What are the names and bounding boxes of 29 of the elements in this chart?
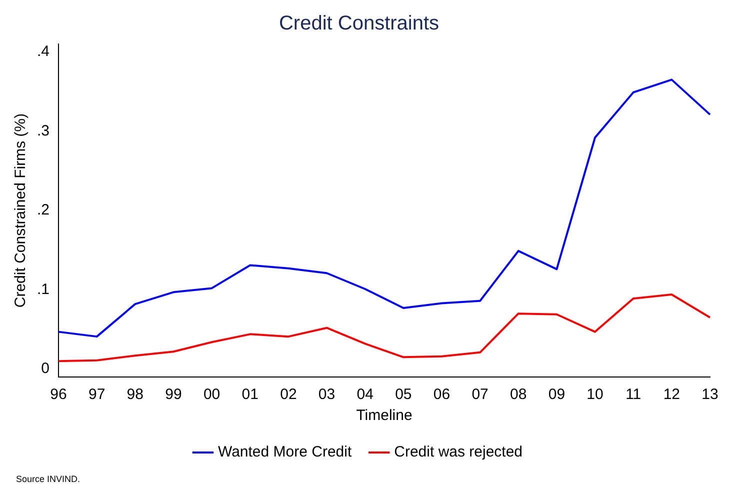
source-note: Source INVIND. [16, 474, 82, 484]
y-tick-label: .4 [36, 43, 50, 60]
y-tick-label: .3 [36, 122, 50, 140]
x-tick-label: 99 [165, 386, 182, 404]
x-tick-label: 11 [626, 386, 642, 404]
x-tick-label: 97 [88, 386, 106, 404]
x-tick-label: 04 [356, 386, 374, 404]
x-tick-label: 09 [548, 386, 566, 404]
y-tick-label: .1 [36, 280, 50, 298]
x-tick-label: 12 [663, 386, 680, 404]
x-tick-label: 03 [318, 386, 336, 404]
x-axis-title: Timeline [356, 407, 412, 424]
x-tick-label: 13 [702, 386, 718, 404]
legend-label: Wanted More Credit [218, 444, 352, 461]
x-tick-label: 05 [395, 386, 412, 404]
x-tick-label: 00 [203, 386, 220, 404]
x-tick-label: 02 [280, 386, 297, 404]
y-tick-label: 0 [41, 360, 50, 378]
x-tick-label: 01 [242, 386, 258, 404]
x-tick-label: 10 [586, 386, 604, 404]
legend-label: Credit was rejected [394, 444, 523, 461]
x-tick-label: 06 [433, 386, 450, 404]
x-tick-label: 07 [472, 386, 488, 404]
chart-title: Credit Constraints [278, 12, 440, 35]
y-axis-title: Credit Constrained Firms (%) [12, 113, 30, 308]
x-tick-label: 08 [510, 386, 527, 404]
y-tick-label: .2 [36, 202, 50, 219]
x-tick-label: 96 [50, 386, 67, 404]
x-tick-label: 98 [126, 386, 144, 404]
